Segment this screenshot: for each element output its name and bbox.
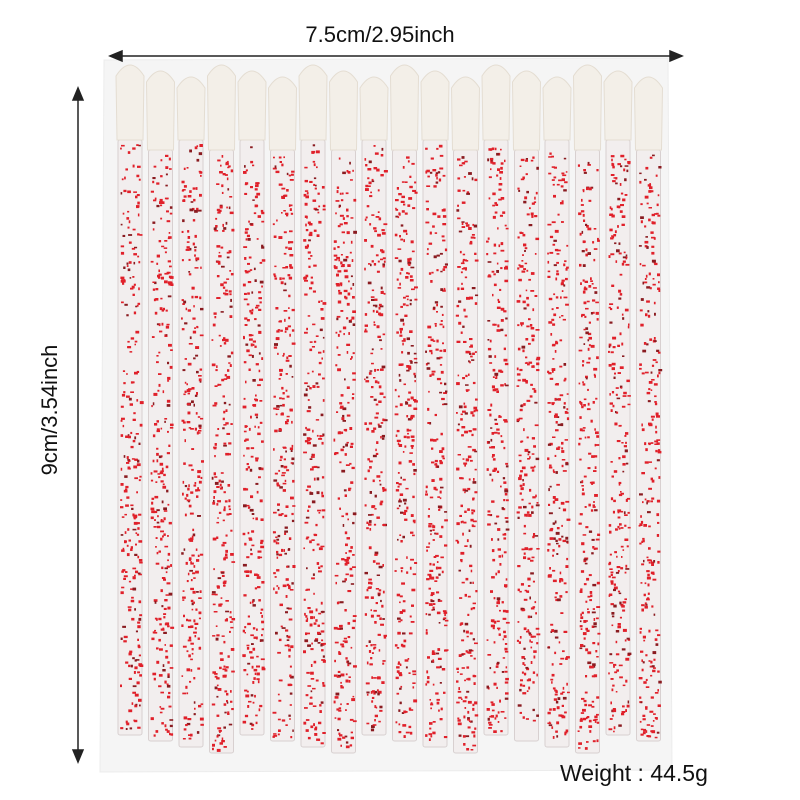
brush-tip [267,76,298,151]
brush-tip [115,64,145,141]
height-dimension-label: 9cm/3.54inch [37,344,62,476]
brush-stick [453,149,478,754]
brush [298,64,328,748]
brush [267,76,298,742]
brush [176,76,206,748]
brush-group [115,64,664,754]
brush-tip [237,70,267,141]
brush [145,70,176,742]
brush-stick [239,139,265,736]
brush [420,70,450,748]
brush [481,64,511,736]
width-dimension-label: 7.5cm/2.95inch [305,22,455,47]
height-arrow [71,86,85,764]
brush [359,76,389,736]
brush [328,70,359,754]
brush-tip [481,64,511,141]
brush [572,64,603,754]
brush-stick [300,139,326,748]
brush [603,70,633,736]
brush-tip [633,76,664,151]
brush-tip [145,70,176,151]
brush-tip [206,64,237,151]
brush-tip [572,64,603,151]
brush [206,64,237,754]
brush-tip [328,70,359,151]
brush-tip [511,70,542,151]
brush [511,70,542,742]
brush-tip [450,76,481,151]
brush-tip [298,64,328,141]
brush-tip [176,76,206,141]
brush-tip [420,70,450,141]
brush-stick [270,149,295,742]
brush-tip [542,76,572,141]
brush-tip [359,76,389,141]
brush [389,64,420,742]
brush [237,70,267,736]
brush-tip [603,70,633,141]
weight-label: Weight : 44.5g [560,760,708,786]
width-arrow [108,49,684,63]
brush [542,76,572,748]
brush [115,64,145,736]
brush [633,76,664,742]
brush-tip [389,64,420,151]
brush-stick [209,149,234,754]
brush-stick [422,139,448,748]
brush-stick [483,139,509,736]
brush [450,76,481,754]
